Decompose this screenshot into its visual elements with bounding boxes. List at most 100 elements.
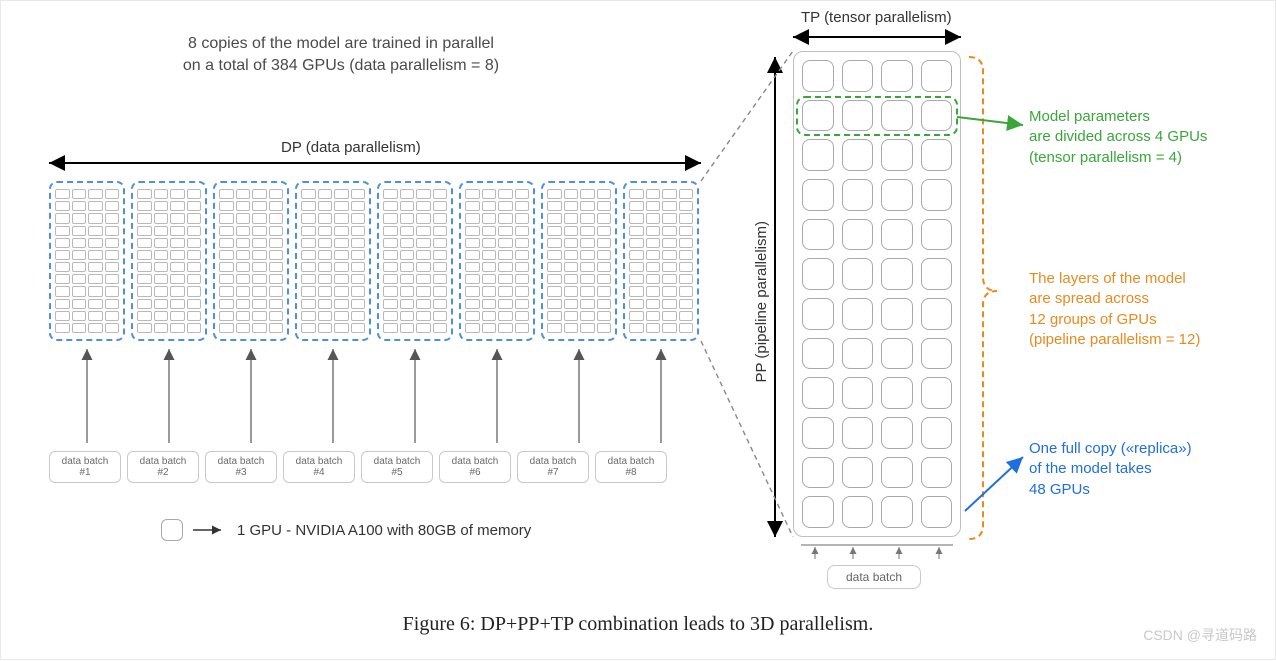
gpu-cell: [465, 250, 480, 260]
replica-gpu-cell: [842, 377, 874, 409]
gpu-cell: [88, 189, 103, 199]
gpu-cell: [269, 238, 284, 248]
replica-gpu-cell: [881, 298, 913, 330]
gpu-cell: [88, 311, 103, 321]
gpu-cell: [547, 323, 562, 333]
gpu-cell: [498, 274, 513, 284]
replica-gpu-cell: [802, 100, 834, 132]
gpu-cell: [55, 286, 70, 296]
gpu-cell: [105, 189, 120, 199]
gpu-cell: [629, 201, 644, 211]
gpu-cell: [646, 189, 661, 199]
replica-detail-grid: [793, 51, 961, 537]
gpu-cell: [137, 201, 152, 211]
replica-gpu-cell: [921, 298, 953, 330]
gpu-cell: [515, 213, 530, 223]
gpu-cell: [55, 262, 70, 272]
gpu-cell: [72, 213, 87, 223]
gpu-cell: [433, 274, 448, 284]
gpu-cell: [498, 213, 513, 223]
gpu-cell: [170, 299, 185, 309]
gpu-cell: [679, 250, 694, 260]
gpu-cell: [629, 311, 644, 321]
gpu-cell: [679, 286, 694, 296]
gpu-cell: [400, 311, 415, 321]
gpu-cell: [88, 299, 103, 309]
replica-gpu-cell: [842, 338, 874, 370]
gpu-cell: [351, 226, 366, 236]
replica-gpu-cell: [921, 100, 953, 132]
gpu-cell: [662, 189, 677, 199]
gpu-cell: [88, 226, 103, 236]
gpu-cell: [170, 213, 185, 223]
gpu-cell: [400, 201, 415, 211]
gpu-cell: [269, 299, 284, 309]
gpu-cell: [580, 311, 595, 321]
gpu-cell: [105, 311, 120, 321]
gpu-cell: [55, 226, 70, 236]
gpu-cell: [236, 299, 251, 309]
replica-gpu-cell: [802, 338, 834, 370]
gpu-cell: [72, 299, 87, 309]
gpu-cell: [597, 213, 612, 223]
gpu-cell: [629, 262, 644, 272]
gpu-cell: [433, 299, 448, 309]
gpu-cell: [351, 286, 366, 296]
replica-gpu-cell: [881, 219, 913, 251]
gpu-cell: [219, 274, 234, 284]
replica-gpu-cell: [842, 139, 874, 171]
gpu-cell: [170, 189, 185, 199]
gpu-cell: [105, 286, 120, 296]
gpu-cell: [383, 201, 398, 211]
gpu-cell: [219, 189, 234, 199]
gpu-cell: [55, 323, 70, 333]
gpu-cell: [498, 201, 513, 211]
gpu-cell: [137, 250, 152, 260]
gpu-cell: [154, 238, 169, 248]
replica-gpu-cell: [881, 457, 913, 489]
gpu-cell: [334, 213, 349, 223]
gpu-cell: [72, 226, 87, 236]
gpu-cell: [564, 286, 579, 296]
gpu-cell: [465, 299, 480, 309]
gpu-cell: [400, 323, 415, 333]
replica-gpu-cell: [921, 338, 953, 370]
gpu-cell: [154, 274, 169, 284]
gpu-cell: [269, 250, 284, 260]
gpu-cell: [383, 238, 398, 248]
gpu-cell: [351, 323, 366, 333]
gpu-cell: [597, 250, 612, 260]
gpu-cell: [236, 323, 251, 333]
gpu-cell: [482, 189, 497, 199]
gpu-cell: [219, 286, 234, 296]
gpu-cell: [72, 189, 87, 199]
gpu-cell: [219, 226, 234, 236]
gpu-cell: [170, 286, 185, 296]
gpu-cell: [383, 311, 398, 321]
gpu-cell: [351, 189, 366, 199]
replica-gpu-cell: [881, 496, 913, 528]
gpu-cell: [646, 299, 661, 309]
gpu-cell: [351, 213, 366, 223]
gpu-cell: [646, 238, 661, 248]
replica-gpu-cell: [842, 496, 874, 528]
gpu-cell: [154, 286, 169, 296]
gpu-cell: [564, 213, 579, 223]
gpu-cell: [351, 250, 366, 260]
replica-gpu-cell: [881, 377, 913, 409]
gpu-cell: [55, 250, 70, 260]
gpu-cell: [318, 201, 333, 211]
gpu-cell: [187, 238, 202, 248]
gpu-cell: [629, 238, 644, 248]
gpu-cell: [170, 201, 185, 211]
gpu-cell: [55, 274, 70, 284]
gpu-cell: [187, 201, 202, 211]
gpu-cell: [334, 189, 349, 199]
gpu-cell: [498, 311, 513, 321]
gpu-cell: [252, 311, 267, 321]
replica-gpu-cell: [802, 139, 834, 171]
replica-gpu-cell: [881, 100, 913, 132]
gpu-cell: [137, 274, 152, 284]
gpu-cell: [597, 286, 612, 296]
gpu-cell: [515, 286, 530, 296]
